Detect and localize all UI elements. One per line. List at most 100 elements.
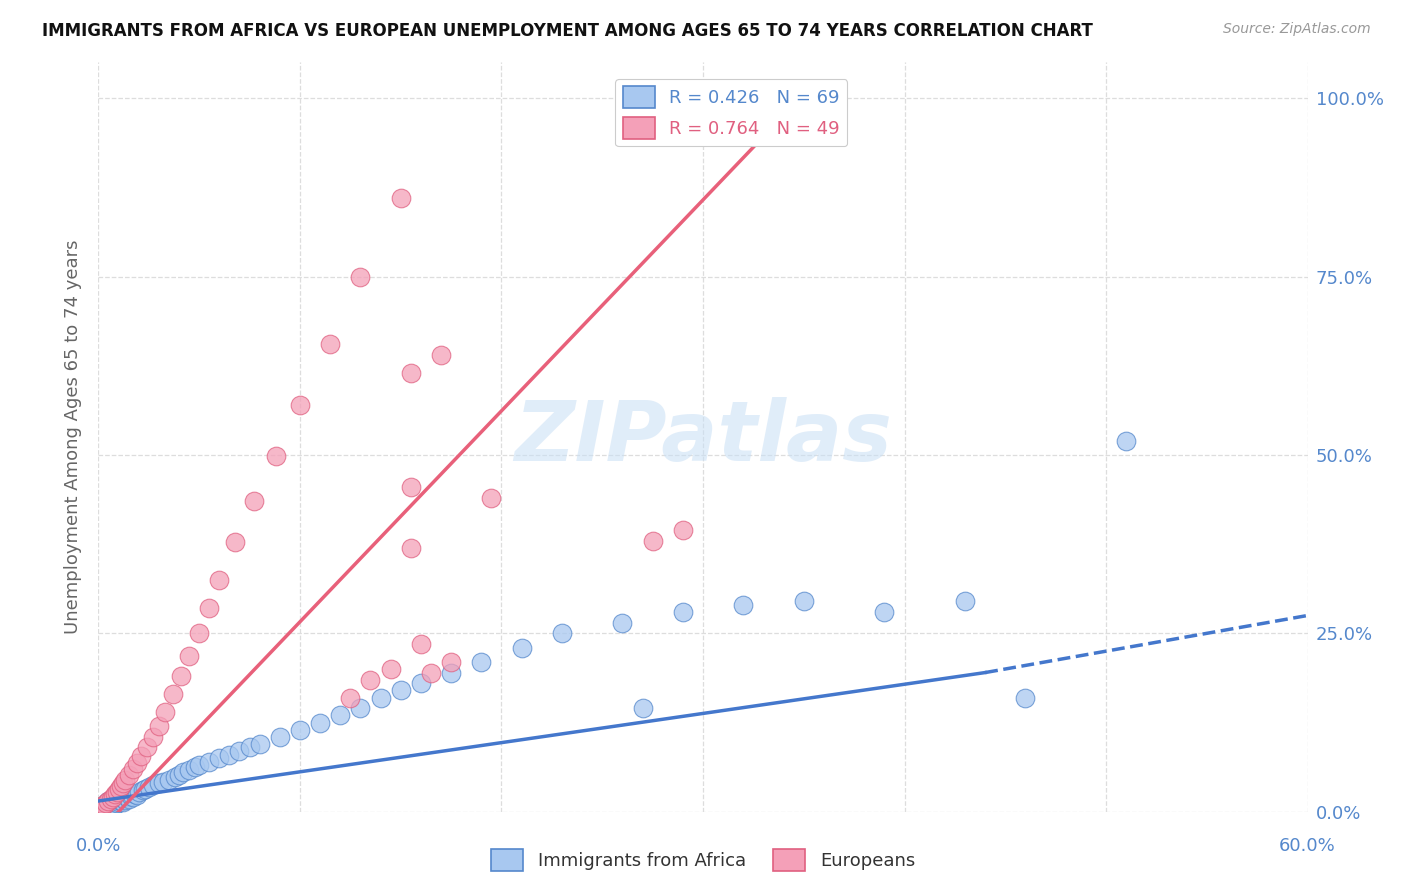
Point: [309, 715, 332, 730]
Point: [249, 737, 271, 751]
Text: IMMIGRANTS FROM AFRICA VS EUROPEAN UNEMPLOYMENT AMONG AGES 65 TO 74 YEARS CORREL: IMMIGRANTS FROM AFRICA VS EUROPEAN UNEMP…: [42, 22, 1092, 40]
Point: [115, 789, 138, 804]
Point: [184, 760, 207, 774]
Point: [218, 747, 240, 762]
Point: [319, 337, 342, 351]
Point: [269, 730, 291, 744]
Point: [179, 649, 201, 664]
Text: ZIPatlas: ZIPatlas: [515, 397, 891, 477]
Point: [733, 598, 755, 612]
Point: [360, 673, 382, 687]
Point: [551, 626, 574, 640]
Point: [148, 776, 170, 790]
Point: [198, 755, 221, 769]
Point: [101, 797, 124, 811]
Point: [110, 794, 132, 808]
Text: 0.0%: 0.0%: [76, 837, 121, 855]
Point: [89, 801, 111, 815]
Point: [107, 792, 129, 806]
Point: [103, 797, 125, 812]
Point: [120, 789, 142, 803]
Point: [399, 480, 422, 494]
Point: [399, 366, 422, 380]
Point: [188, 626, 211, 640]
Point: [124, 787, 146, 801]
Point: [389, 683, 412, 698]
Point: [793, 594, 815, 608]
Point: [103, 795, 125, 809]
Point: [510, 640, 533, 655]
Point: [409, 676, 432, 690]
Point: [96, 796, 118, 810]
Point: [128, 785, 150, 799]
Point: [105, 796, 128, 810]
Text: 60.0%: 60.0%: [1279, 837, 1336, 855]
Point: [224, 535, 246, 549]
Point: [208, 573, 231, 587]
Legend: R = 0.426   N = 69, R = 0.764   N = 49: R = 0.426 N = 69, R = 0.764 N = 49: [616, 79, 848, 146]
Point: [631, 701, 654, 715]
Point: [172, 765, 194, 780]
Point: [380, 662, 402, 676]
Point: [132, 783, 155, 797]
Point: [1115, 434, 1137, 448]
Point: [208, 751, 231, 765]
Point: [349, 701, 371, 715]
Point: [329, 708, 352, 723]
Point: [114, 793, 136, 807]
Point: [121, 762, 143, 776]
Point: [142, 778, 165, 792]
Point: [157, 772, 180, 787]
Point: [198, 601, 221, 615]
Point: [873, 605, 896, 619]
Point: [100, 796, 122, 810]
Point: [111, 791, 134, 805]
Point: [125, 756, 148, 771]
Point: [134, 781, 156, 796]
Point: [110, 779, 132, 793]
Legend: Immigrants from Africa, Europeans: Immigrants from Africa, Europeans: [484, 842, 922, 879]
Point: [953, 594, 976, 608]
Point: [162, 687, 184, 701]
Point: [114, 772, 136, 787]
Point: [105, 785, 128, 799]
Point: [100, 798, 122, 813]
Point: [111, 795, 134, 809]
Point: [612, 615, 634, 630]
Point: [440, 665, 463, 680]
Point: [288, 398, 311, 412]
Point: [105, 792, 128, 806]
Point: [179, 764, 201, 778]
Point: [100, 792, 122, 806]
Point: [228, 744, 250, 758]
Point: [96, 796, 118, 810]
Point: [188, 758, 211, 772]
Text: Source: ZipAtlas.com: Source: ZipAtlas.com: [1223, 22, 1371, 37]
Y-axis label: Unemployment Among Ages 65 to 74 years: Unemployment Among Ages 65 to 74 years: [65, 240, 83, 634]
Point: [107, 796, 129, 810]
Point: [641, 533, 664, 548]
Point: [409, 637, 432, 651]
Point: [430, 348, 453, 362]
Point: [349, 269, 371, 284]
Point: [91, 799, 114, 814]
Point: [97, 794, 120, 808]
Point: [93, 800, 115, 814]
Point: [1014, 690, 1036, 705]
Point: [148, 719, 170, 733]
Point: [96, 797, 118, 812]
Point: [152, 774, 174, 789]
Point: [111, 776, 134, 790]
Point: [167, 767, 190, 781]
Point: [672, 605, 695, 619]
Point: [135, 740, 157, 755]
Point: [153, 705, 176, 719]
Point: [101, 793, 124, 807]
Point: [118, 792, 141, 806]
Point: [420, 665, 443, 680]
Point: [239, 740, 262, 755]
Point: [142, 730, 165, 744]
Point: [118, 767, 141, 781]
Point: [107, 781, 129, 796]
Point: [89, 801, 111, 815]
